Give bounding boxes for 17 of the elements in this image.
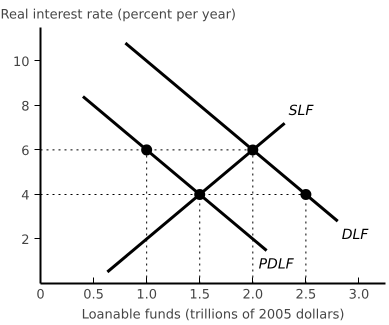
series-label: DLF xyxy=(342,227,370,244)
x-tick-label: 2.0 xyxy=(242,288,264,302)
y-axis-title: Real interest rate (percent per year) xyxy=(0,8,236,22)
x-tick-label: 1.5 xyxy=(189,288,210,302)
x-tick-label: 0 xyxy=(36,288,45,302)
y-tick-label: 4 xyxy=(21,188,30,204)
y-tick-label: 2 xyxy=(21,232,30,248)
y-tick-label: 6 xyxy=(21,144,30,159)
series-label: PDLF xyxy=(258,256,295,273)
series-label: SLF xyxy=(288,103,314,120)
y-tick-label: 8 xyxy=(21,99,30,114)
x-tick-label: 3.0 xyxy=(348,288,370,302)
x-tick-label: 0.5 xyxy=(83,288,104,302)
x-tick-label: 2.5 xyxy=(296,288,316,302)
y-tick-label: 10 xyxy=(12,54,30,70)
x-tick-label: 1.0 xyxy=(136,288,158,302)
x-axis-title: Loanable funds (trillions of 2005 dollars) xyxy=(82,308,344,322)
